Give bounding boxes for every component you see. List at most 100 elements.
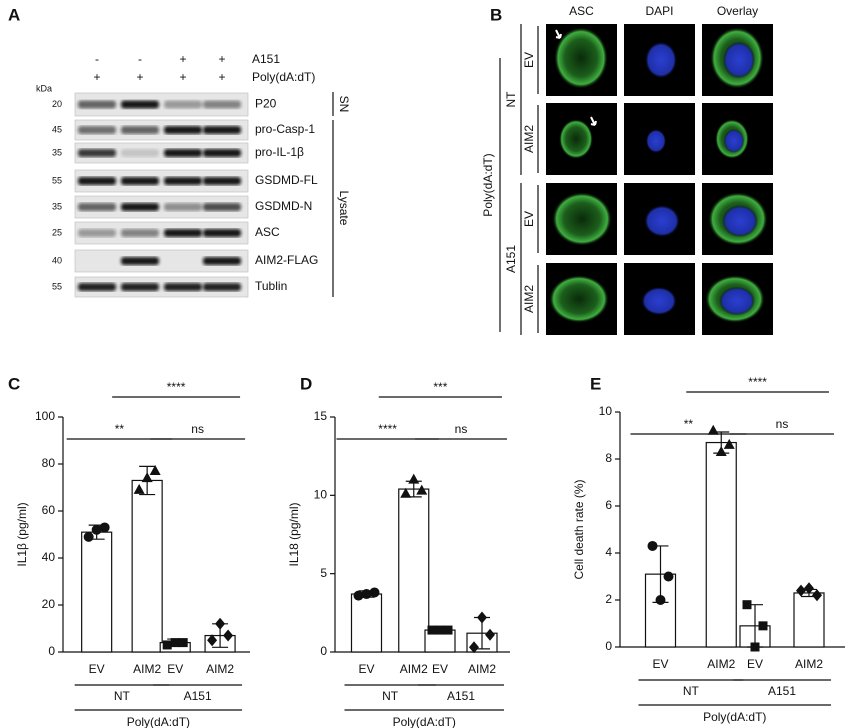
blot-band	[164, 283, 202, 291]
column-header: DAPI	[645, 4, 673, 18]
blot-band	[203, 283, 241, 291]
point	[655, 595, 666, 605]
blot-band	[203, 257, 241, 265]
y-tick-label: 0	[605, 639, 612, 653]
blot-band	[121, 177, 159, 185]
significance-label: ns	[455, 422, 468, 436]
cell-nucleus	[645, 129, 667, 153]
blot-band	[203, 126, 241, 134]
row-label: AIM2	[522, 125, 536, 153]
x-tick-label: EV	[747, 657, 763, 671]
blot-band	[78, 283, 116, 291]
treatment-label: Poly(dA:dT)	[393, 715, 456, 728]
blot-band	[164, 177, 202, 185]
y-tick-label: 20	[42, 597, 56, 611]
blot-band	[203, 149, 241, 157]
cell-asc	[549, 275, 609, 323]
point	[223, 629, 234, 642]
cell-asc	[554, 27, 608, 89]
fraction-label: SN	[337, 96, 351, 113]
treatment-sign: +	[218, 70, 225, 84]
blot-band	[203, 100, 241, 109]
blot-label: GSDMD-N	[255, 199, 312, 213]
group-label: A151	[768, 684, 796, 698]
x-tick-label: AIM2	[400, 662, 428, 676]
kda-label: kDa	[36, 83, 52, 93]
x-tick-label: AIM2	[795, 657, 823, 671]
y-tick-label: 0	[48, 644, 55, 658]
point	[170, 638, 180, 648]
point	[443, 625, 453, 635]
blot-band	[78, 229, 116, 237]
panel-label: A	[8, 5, 20, 24]
arrow	[555, 29, 562, 39]
row-label: EV	[522, 52, 536, 68]
blot-band	[164, 126, 202, 134]
point	[369, 587, 380, 598]
fraction-label: Lysate	[337, 191, 351, 226]
blot-strip	[74, 276, 249, 298]
point	[215, 617, 226, 630]
significance-label: ****	[167, 380, 186, 394]
treatment-sign: +	[179, 70, 186, 84]
significance-label: ***	[433, 380, 447, 394]
kda-marker: 20	[52, 99, 62, 109]
significance-label: **	[115, 422, 125, 436]
group-label: NT	[114, 689, 131, 703]
y-tick-label: 100	[35, 409, 55, 423]
cell-asc	[559, 119, 593, 159]
blot-band	[78, 126, 116, 134]
blot-band	[78, 203, 116, 211]
treatment-sign: +	[218, 52, 225, 66]
point	[812, 589, 822, 602]
cell-nucleus	[644, 41, 678, 79]
x-tick-label: EV	[89, 662, 105, 676]
point	[647, 540, 658, 551]
y-tick-label: 4	[605, 545, 612, 559]
x-tick-label: EV	[358, 662, 374, 676]
treatment-sign: +	[93, 70, 100, 84]
cell-nucleus	[722, 204, 758, 238]
point	[361, 589, 372, 600]
row-label: EV	[522, 211, 536, 227]
kda-marker: 55	[52, 175, 62, 185]
blot-band	[164, 229, 202, 237]
bar	[81, 531, 113, 653]
y-tick-label: 5	[320, 566, 327, 580]
blot-strip	[74, 221, 249, 245]
blot-label: pro-IL-1β	[255, 145, 304, 159]
blot-strip	[74, 119, 249, 141]
point	[796, 584, 806, 597]
group-label: NT	[382, 689, 399, 703]
point	[353, 590, 364, 601]
point	[91, 524, 102, 535]
blot-strip	[74, 142, 249, 164]
blot-band	[203, 229, 241, 237]
blot-strip	[74, 249, 249, 273]
cell-nucleus	[723, 129, 745, 153]
blot-strip	[74, 92, 249, 117]
blot-strip	[74, 195, 249, 219]
kda-marker: 35	[52, 201, 62, 211]
y-tick-label: 0	[320, 644, 327, 658]
point	[133, 483, 145, 494]
x-tick-label: EV	[167, 662, 183, 676]
x-tick-label: AIM2	[468, 662, 496, 676]
bar	[131, 479, 163, 653]
point	[141, 472, 153, 483]
point	[469, 641, 479, 654]
treatment-label: Poly(dA:dT)	[703, 710, 766, 724]
x-tick-label: EV	[652, 657, 668, 671]
cell-nucleus	[719, 286, 755, 316]
treatment-name: Poly(dA:dT)	[252, 70, 315, 84]
y-tick-label: 80	[42, 456, 56, 470]
panel-label: B	[490, 5, 502, 24]
panel-label: C	[8, 374, 20, 393]
blot-band	[78, 177, 116, 185]
x-tick-label: AIM2	[206, 662, 234, 676]
cell-asc	[552, 192, 612, 246]
treatment-label: Poly(dA:dT)	[127, 715, 190, 728]
point	[715, 445, 727, 456]
blot-band	[121, 229, 159, 237]
